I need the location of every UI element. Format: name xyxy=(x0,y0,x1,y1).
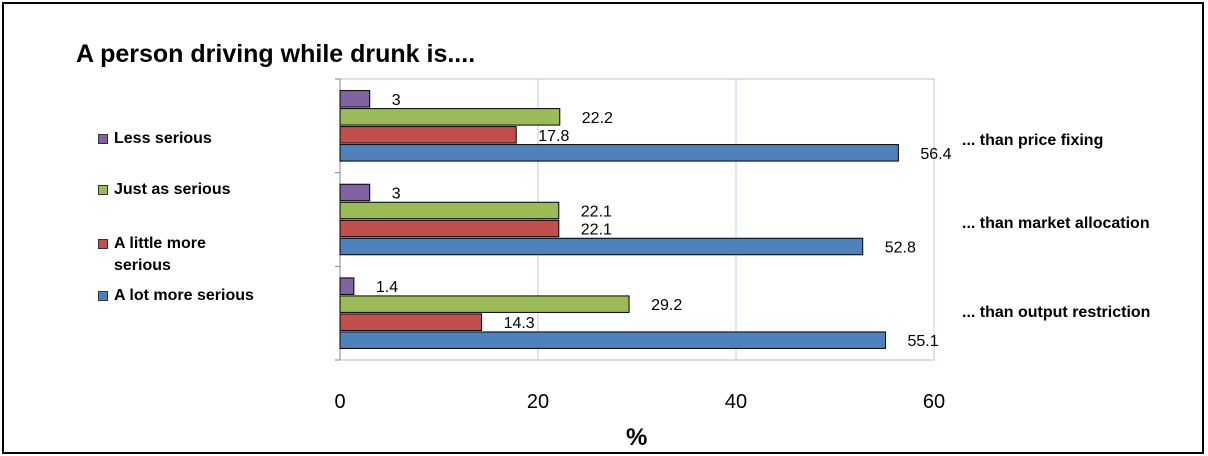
category-label-price-fixing: ... than price fixing xyxy=(962,132,1104,149)
legend-label: Just as serious xyxy=(114,181,231,198)
x-axis-label: % xyxy=(626,424,648,451)
bar xyxy=(339,295,630,313)
bar xyxy=(339,108,561,126)
bar xyxy=(339,277,355,295)
bar xyxy=(339,90,371,108)
bar xyxy=(339,219,560,238)
x-tick-label: 60 xyxy=(923,391,945,413)
category-label-market-allocation: ... than market allocation xyxy=(962,215,1150,232)
bar xyxy=(339,331,886,349)
bar xyxy=(339,237,864,256)
data-label: 56.4 xyxy=(920,146,951,163)
x-tick-label: 40 xyxy=(725,391,747,413)
chart-title: A person driving while drunk is.... xyxy=(76,40,476,68)
data-label: 52.8 xyxy=(885,240,916,257)
data-label: 22.2 xyxy=(582,110,613,127)
category-label-output-restriction: ... than output restriction xyxy=(962,304,1151,321)
x-tick-label: 20 xyxy=(527,391,549,413)
data-label: 22.1 xyxy=(581,222,612,239)
data-label: 22.1 xyxy=(581,204,612,221)
legend-swatch-a-lot-more-serious xyxy=(98,291,108,301)
legend-label: Less serious xyxy=(114,130,212,147)
data-label: 29.2 xyxy=(651,297,682,314)
bar xyxy=(339,183,371,202)
data-label: 1.4 xyxy=(376,279,398,296)
data-label: 14.3 xyxy=(504,315,535,332)
legend-label: A little more serious xyxy=(114,235,206,274)
bar xyxy=(339,144,899,162)
data-label: 55.1 xyxy=(907,333,938,350)
bar xyxy=(339,126,517,144)
bar xyxy=(339,201,560,220)
bar-chart: 0 20 40 60 3 22.2 17.8 56.4 3 22.122.1 52.8 1.4 29.2… xyxy=(334,78,952,413)
data-label: 3 xyxy=(392,186,401,203)
legend-swatch-less-serious xyxy=(98,134,108,144)
legend-swatch-a-little-more-serious xyxy=(98,239,108,249)
legend-swatch-just-as-serious xyxy=(98,185,108,195)
legend-label: A lot more serious xyxy=(114,287,254,304)
data-label: 3 xyxy=(392,92,401,109)
data-label: 17.8 xyxy=(538,128,569,145)
x-tick-label: 0 xyxy=(334,391,345,413)
bar xyxy=(339,313,483,331)
